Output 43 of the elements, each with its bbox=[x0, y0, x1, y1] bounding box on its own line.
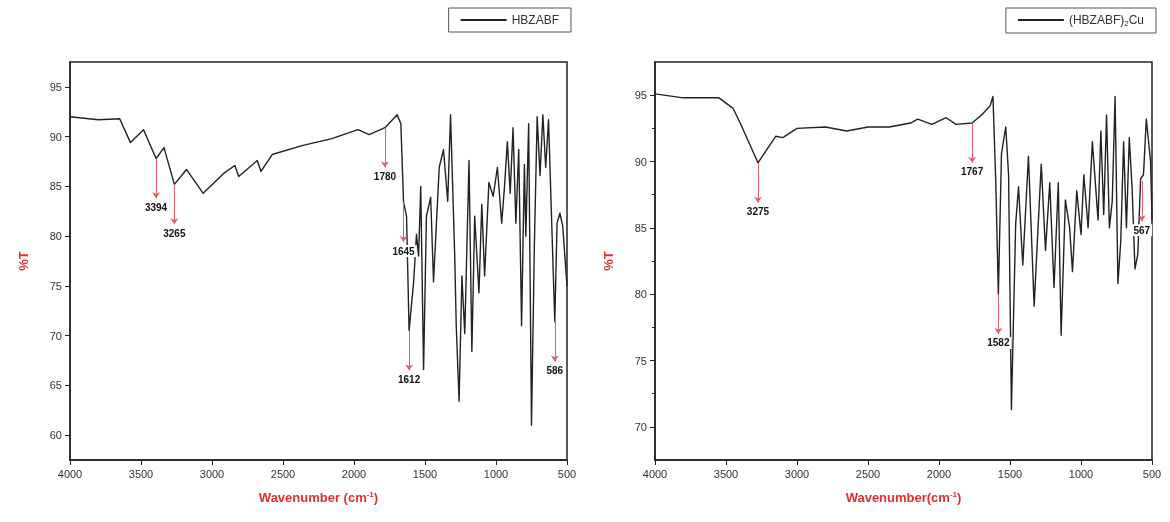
y-tick-label: 90 bbox=[49, 130, 62, 143]
y-axis-title: %T bbox=[601, 251, 616, 271]
x-tick-label: 3500 bbox=[713, 467, 739, 480]
y-tick-label: 75 bbox=[49, 279, 62, 292]
legend-label: HBZABF bbox=[511, 13, 560, 27]
x-tick-label: 1000 bbox=[483, 467, 509, 480]
x-tick-label: 4000 bbox=[57, 467, 83, 480]
annotation: 1582 bbox=[987, 337, 1010, 349]
y-tick-label: 95 bbox=[634, 89, 647, 102]
y-tick-label: 85 bbox=[49, 180, 62, 193]
annotation: 1612 bbox=[397, 373, 421, 385]
x-tick-label: 3500 bbox=[128, 467, 154, 480]
y-tick-label: 75 bbox=[634, 354, 647, 367]
y-tick-label: 90 bbox=[634, 155, 647, 168]
x-tick-label: 1500 bbox=[412, 467, 438, 480]
x-tick-label: 3000 bbox=[784, 467, 810, 480]
annotation: 586 bbox=[546, 364, 564, 376]
annotation: 1645 bbox=[392, 245, 416, 257]
y-tick-label: 80 bbox=[634, 288, 647, 301]
x-tick-label: 2500 bbox=[270, 467, 296, 480]
y-tick-label: 95 bbox=[49, 80, 62, 93]
y-tick-label: 80 bbox=[49, 230, 62, 243]
x-tick-label: 500 bbox=[1142, 467, 1162, 480]
y-tick-label: 65 bbox=[49, 379, 62, 392]
x-tick-label: 2500 bbox=[855, 467, 881, 480]
annotation: 1767 bbox=[960, 166, 984, 178]
y-tick-label: 70 bbox=[49, 329, 62, 342]
y-tick-label: 70 bbox=[634, 420, 647, 433]
x-tick-label: 2000 bbox=[926, 467, 952, 480]
x-tick-label: 4000 bbox=[642, 467, 668, 480]
y-axis-title: %T bbox=[16, 251, 31, 271]
x-tick-label: 1500 bbox=[997, 467, 1023, 480]
y-tick-label: 60 bbox=[49, 429, 62, 442]
x-tick-label: 3000 bbox=[199, 467, 225, 480]
x-tick-label: 2000 bbox=[341, 467, 367, 480]
x-tick-label: 1000 bbox=[1068, 467, 1094, 480]
y-tick-label: 85 bbox=[634, 221, 647, 234]
x-tick-label: 500 bbox=[557, 467, 577, 480]
annotation: 3265 bbox=[163, 227, 186, 239]
annotation: 3275 bbox=[746, 206, 770, 218]
annotation: 567 bbox=[1133, 224, 1151, 236]
annotation: 3394 bbox=[144, 201, 168, 213]
annotation: 1780 bbox=[373, 170, 397, 182]
